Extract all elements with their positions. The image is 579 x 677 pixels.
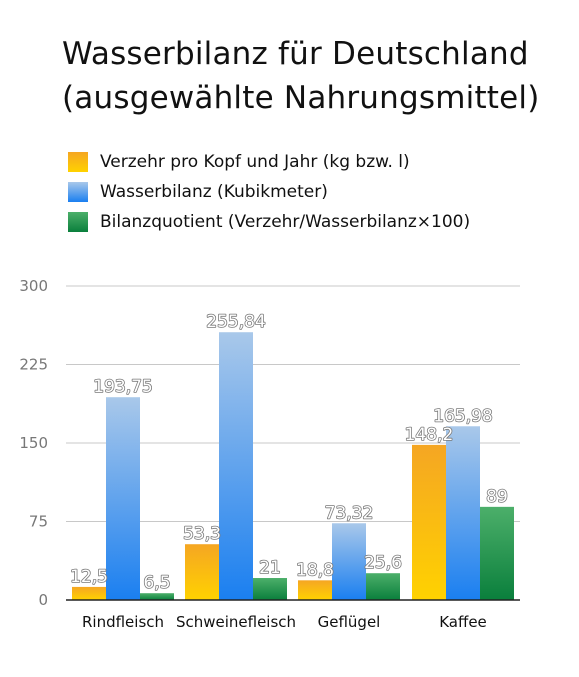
y-tick-label-0: 0 (38, 591, 48, 609)
bar-gefl-gel-series-2 (332, 523, 366, 600)
legend-label-bilanzquotient: Bilanzquotient (Verzehr/Wasserbilanz×100… (100, 212, 471, 232)
data-labels: 12,5 193,75 6,5 53,3 255,84 21 18,8 73,32 25,6 14… (69, 311, 508, 594)
x-category-label-kaffee: Kaffee (439, 613, 487, 631)
bar-rindfleisch-series-2 (106, 397, 140, 600)
x-category-label-rindfleisch: Rindfleisch (82, 613, 164, 631)
legend-label-wasserbilanz: Wasserbilanz (Kubikmeter) (100, 182, 328, 202)
data-label-kaffee-series-1: 148,2 (405, 425, 454, 445)
legend-swatch-verzehr (68, 152, 88, 172)
bar-schweinefleisch-series-3 (253, 578, 287, 600)
legend-item-wasserbilanz: Wasserbilanz (Kubikmeter) (68, 180, 328, 204)
bar-rindfleisch-series-3 (140, 593, 174, 600)
x-category-label-gefl-gel: Geflügel (318, 613, 381, 631)
chart-title-line-1: Wasserbilanz für Deutschland (62, 36, 529, 72)
y-tick-label-225: 225 (19, 356, 48, 374)
bar-kaffee-series-3 (480, 506, 514, 600)
data-label-rindfleisch-series-1: 12,5 (70, 567, 108, 587)
data-label-kaffee-series-2: 165,98 (433, 406, 492, 426)
bar-kaffee-series-1 (412, 444, 446, 600)
y-tick-label-300: 300 (19, 277, 48, 295)
data-label-schweinefleisch-series-2: 255,84 (206, 312, 265, 332)
y-tick-label-150: 150 (19, 434, 48, 452)
bar-gefl-gel-series-3 (366, 573, 400, 600)
data-label-rindfleisch-series-3: 6,5 (143, 573, 170, 593)
legend-label-verzehr: Verzehr pro Kopf und Jahr (kg bzw. l) (100, 152, 410, 172)
data-label-schweinefleisch-series-1: 53,3 (183, 524, 221, 544)
bar-gefl-gel-series-1 (298, 580, 332, 600)
data-label-rindfleisch-series-2: 193,75 (93, 377, 152, 397)
x-category-label-schweinefleisch: Schweinefleisch (176, 613, 296, 631)
chart-title-line-2: (ausgewählte Nahrungsmittel) (62, 80, 540, 116)
data-label-gefl-gel-series-1: 18,8 (296, 560, 334, 580)
legend-swatch-wasserbilanz (68, 182, 88, 202)
data-label-gefl-gel-series-3: 25,6 (364, 553, 402, 573)
bar-kaffee-series-2 (446, 426, 480, 600)
data-label-schweinefleisch-series-3: 21 (259, 558, 281, 578)
bar-schweinefleisch-series-2 (219, 332, 253, 600)
axes: 0 75 150 225 300 Rindfleisch Schweinefleisch Ge… (19, 277, 520, 631)
legend-item-verzehr: Verzehr pro Kopf und Jahr (kg bzw. l) (68, 150, 410, 174)
legend-swatch-bilanzquotient (68, 212, 88, 232)
legend-item-bilanzquotient: Bilanzquotient (Verzehr/Wasserbilanz×100… (68, 210, 470, 234)
bars (72, 332, 514, 600)
bar-schweinefleisch-series-1 (185, 544, 219, 600)
data-label-gefl-gel-series-2: 73,32 (325, 503, 374, 523)
bar-rindfleisch-series-1 (72, 586, 106, 600)
data-label-kaffee-series-3: 89 (486, 487, 508, 507)
y-tick-label-75: 75 (29, 513, 48, 531)
